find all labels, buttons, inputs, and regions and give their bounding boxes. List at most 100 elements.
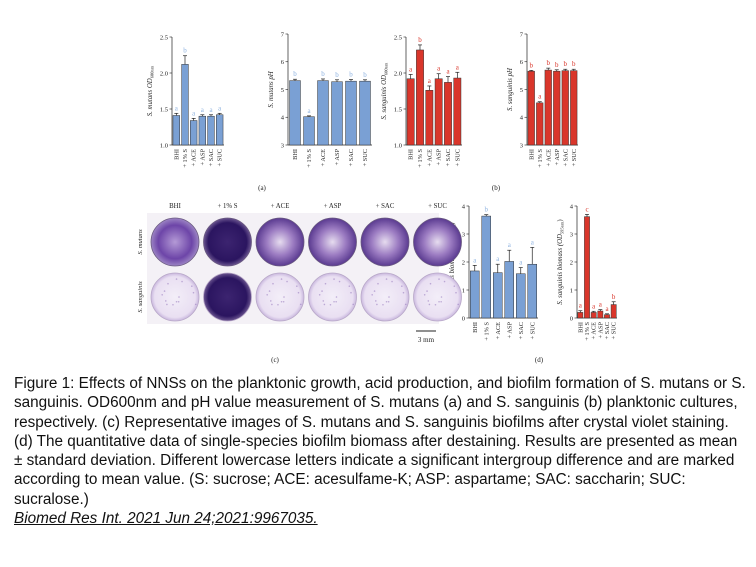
y-tick-label: 6 — [520, 59, 524, 66]
well-column-label: BHI — [169, 203, 181, 210]
y-axis-label-sub: 600nm — [384, 62, 389, 75]
category-label: + SAC — [445, 149, 452, 166]
significance-letter: b — [564, 60, 568, 68]
biofilm-speckle — [175, 278, 178, 280]
significance-letter: a — [437, 65, 441, 73]
well-column-label: + ASP — [324, 203, 342, 210]
biofilm-speckle — [371, 293, 373, 296]
citation-link[interactable]: Biomed Res Int. 2021 Jun 24;2021:9967035… — [14, 510, 318, 528]
biofilm-speckle — [427, 300, 430, 302]
bar-b2-4 — [561, 70, 569, 146]
biofilm-speckle — [382, 303, 384, 306]
y-tick-label: 2.5 — [394, 34, 402, 41]
significance-letter: b — [612, 293, 616, 301]
bar-a1-4 — [207, 115, 215, 146]
category-label: + ASP — [597, 322, 604, 339]
biofilm-speckle — [335, 300, 337, 303]
y-axis-label-main: S. mutans OD — [147, 78, 154, 116]
y-tick-label: 2.0 — [394, 70, 402, 77]
y-tick-label: 0 — [570, 315, 573, 322]
biofilm-speckle — [271, 303, 273, 306]
category-label: + ASP — [334, 149, 341, 166]
well-sanguinis-5 — [413, 272, 462, 322]
biofilm-speckle — [297, 291, 300, 294]
biofilm-speckle — [321, 290, 323, 292]
y-tick-label: 4 — [462, 203, 466, 210]
significance-letter: b — [547, 59, 551, 67]
significance-letter: b — [363, 71, 367, 79]
significance-letter: a — [428, 77, 432, 85]
biofilm-speckle — [283, 296, 285, 298]
significance-letter: a — [209, 106, 213, 114]
biofilm-speckle — [374, 300, 377, 302]
bar-b1-5 — [453, 77, 462, 146]
y-tick-label: 7 — [281, 31, 285, 38]
y-tick-label: 4 — [570, 203, 574, 210]
biofilm-speckle — [335, 296, 338, 298]
biofilm-speckle — [333, 300, 335, 303]
significance-letter: a — [538, 93, 542, 101]
category-label: + ASP — [506, 322, 513, 339]
caption-text: Figure 1: Effects of NNSs on the plankto… — [14, 375, 746, 508]
category-label: BHI — [292, 149, 299, 160]
well-mutans-2 — [255, 217, 305, 267]
well-row-label: S. mutans — [137, 229, 144, 255]
biofilm-speckle — [272, 282, 274, 285]
biofilm-speckle — [455, 291, 457, 294]
bar-a1-5 — [216, 114, 224, 146]
category-label: + SUC — [571, 149, 578, 166]
category-label: + ACE — [426, 149, 433, 167]
biofilm-speckle — [387, 300, 390, 303]
significance-letter: b — [321, 70, 325, 78]
significance-letter: b — [530, 61, 534, 69]
biofilm-speckle — [438, 300, 440, 303]
biofilm-speckle — [404, 303, 407, 306]
bar-d1-1 — [481, 215, 491, 319]
y-tick-label: 2.5 — [160, 34, 168, 41]
y-tick-label: 0 — [462, 315, 465, 322]
category-label: + 1% S — [417, 149, 424, 168]
category-label: BHI — [577, 322, 584, 333]
well-mutans-1 — [203, 217, 252, 267]
y-tick-label: 1 — [462, 287, 465, 294]
biofilm-speckle — [192, 291, 195, 294]
biofilm-speckle — [423, 293, 426, 296]
bar-b2-0 — [527, 70, 535, 146]
biofilm-speckle — [388, 296, 390, 298]
biofilm-speckle — [453, 285, 456, 287]
bar-d1-0 — [470, 270, 480, 319]
biofilm-speckle — [277, 303, 279, 306]
well-sanguinis-1 — [203, 272, 252, 322]
biofilm-speckle — [457, 303, 460, 306]
well-mutans-3 — [308, 217, 357, 267]
y-tick-label: 6 — [281, 59, 285, 66]
biofilm-speckle — [428, 303, 431, 306]
significance-letter: a — [592, 302, 596, 310]
significance-letter: a — [307, 107, 311, 115]
y-tick-label: 3 — [462, 231, 465, 238]
y-tick-label: 2 — [462, 259, 465, 266]
significance-letter: a — [456, 63, 460, 71]
bar-a2-1 — [303, 116, 315, 146]
y-axis-label-main: S. sanguinis biomass (OD — [557, 234, 564, 305]
bar-b1-3 — [434, 78, 443, 146]
category-label: + SUC — [611, 322, 618, 339]
biofilm-speckle — [194, 303, 197, 306]
y-tick-label: 1.5 — [394, 106, 402, 113]
panel-label-d: (d) — [535, 356, 544, 364]
significance-letter: a — [446, 68, 450, 76]
biofilm-speckle — [282, 300, 285, 303]
bar-d1-2 — [493, 272, 503, 319]
bar-d2-4 — [604, 314, 610, 319]
category-label: + ASP — [436, 149, 443, 166]
biofilm-speckle — [269, 300, 272, 302]
category-label: + SAC — [518, 322, 525, 339]
biofilm-speckle — [166, 303, 168, 306]
biofilm-speckle — [318, 293, 321, 296]
significance-letter: a — [531, 238, 535, 246]
biofilm-speckle — [391, 280, 393, 283]
biofilm-speckle — [161, 293, 163, 296]
significance-letter: a — [473, 256, 477, 264]
bar-a1-3 — [198, 115, 206, 146]
